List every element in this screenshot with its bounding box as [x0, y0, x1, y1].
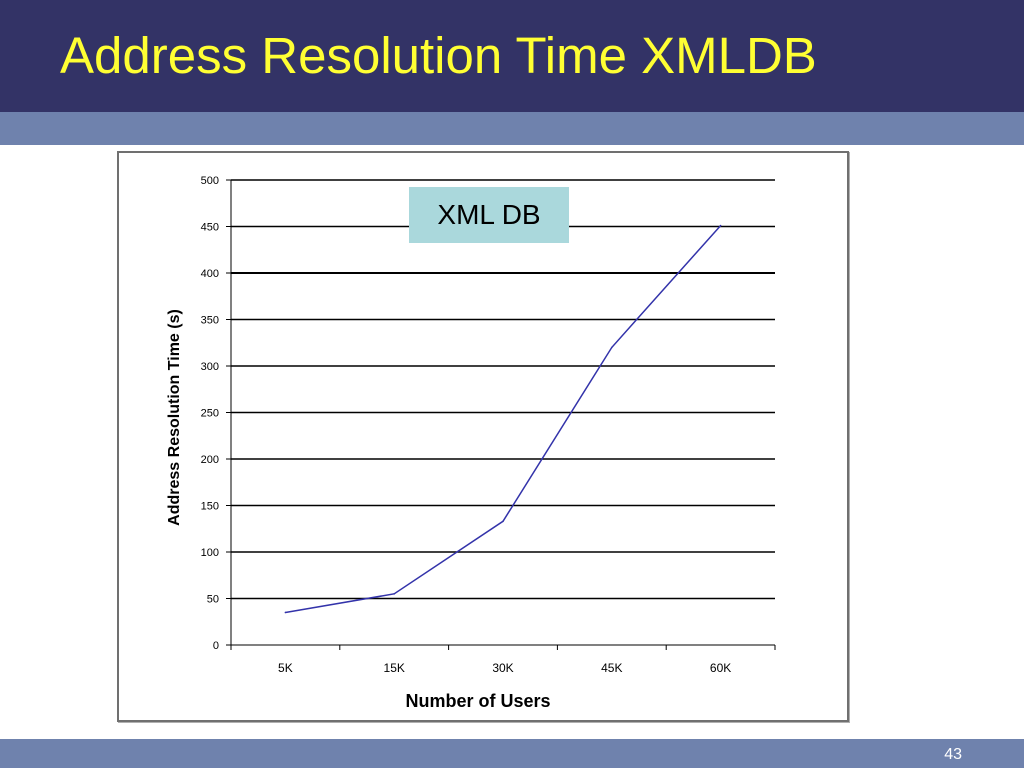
y-tick-label: 300	[201, 361, 219, 373]
x-tick-label: 60K	[710, 661, 731, 675]
chart-frame: 0 50 100 150 200 250 300 350 400 450 500 5K 15K 30K 45…	[117, 151, 849, 722]
y-axis-label: Address Resolution Time (s)	[166, 309, 183, 526]
series-line	[285, 225, 722, 614]
y-tick-label: 0	[213, 640, 219, 652]
y-tick-label: 200	[201, 454, 219, 466]
data-point	[719, 224, 722, 227]
slide-title: Address Resolution Time XMLDB	[60, 27, 817, 84]
x-tick-label: 5K	[278, 661, 293, 675]
slide-number: 43	[944, 746, 962, 763]
y-tick-label: 150	[201, 501, 219, 513]
data-point	[502, 520, 504, 523]
x-tick-label: 15K	[384, 661, 405, 675]
data-point	[393, 593, 396, 595]
y-tick-label: 100	[201, 547, 219, 559]
y-tick-label: 500	[201, 175, 219, 187]
y-tick-label: 50	[207, 594, 219, 606]
x-tick-label: 30K	[492, 661, 513, 675]
data-point	[284, 611, 287, 614]
y-tick-label: 450	[201, 222, 219, 234]
line-chart: 0 50 100 150 200 250 300 350 400 450 500 5K 15K 30K 45…	[166, 175, 776, 711]
y-tick-label: 250	[201, 408, 219, 420]
title-bar	[0, 0, 1024, 112]
y-tick-label: 400	[201, 268, 219, 280]
chart-annotation-callout: XML DB	[409, 187, 569, 243]
data-point	[611, 346, 613, 349]
x-axis-label: Number of Users	[405, 691, 550, 711]
y-tick-label: 350	[201, 315, 219, 327]
title-accent-stripe	[0, 112, 1024, 145]
x-tick-label: 45K	[601, 661, 622, 675]
footer-bar	[0, 739, 1024, 768]
